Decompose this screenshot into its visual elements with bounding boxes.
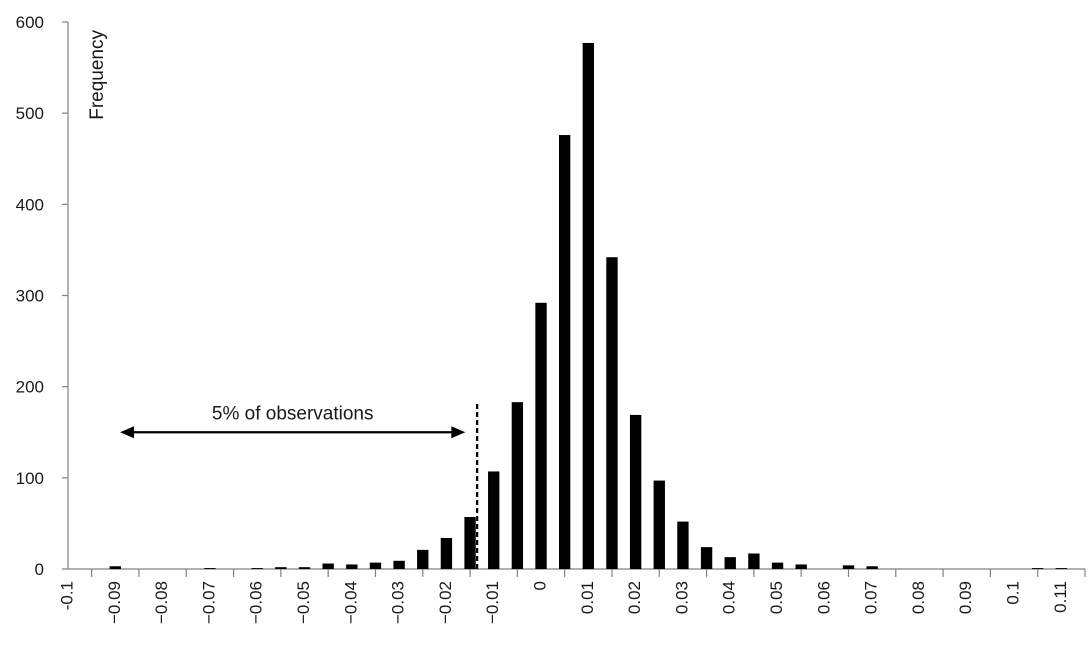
y-tick-label: 400 <box>16 195 44 214</box>
x-tick-label: 0.04 <box>720 581 739 614</box>
histogram-bar <box>629 414 642 569</box>
x-tick-label: −0.05 <box>294 581 313 624</box>
x-tick-label: −0.08 <box>152 581 171 624</box>
histogram-bar <box>677 521 689 569</box>
histogram-bar <box>346 564 358 569</box>
x-tick-label: −0.03 <box>389 581 408 624</box>
histogram-bar <box>748 553 760 569</box>
histogram-bar <box>1032 568 1044 569</box>
y-tick-label: 200 <box>16 378 44 397</box>
histogram-bar <box>700 547 713 569</box>
y-axis: 0 100 200 300 400 500 600 <box>16 13 69 579</box>
histogram-bar <box>275 567 287 569</box>
x-tick-label: 0 <box>531 581 550 590</box>
histogram-bar <box>606 257 618 569</box>
x-tick-label: −0.04 <box>341 581 360 624</box>
histogram-bar <box>511 402 524 569</box>
annotations: Frequency 5% of observations <box>87 30 479 569</box>
x-tick-label: −0.09 <box>105 581 124 624</box>
histogram-bar <box>204 568 216 569</box>
x-tick-label: −0.01 <box>483 581 502 624</box>
x-tick-label: 0.1 <box>1004 581 1023 605</box>
y-tick-label: 300 <box>16 287 44 306</box>
histogram-bar <box>417 549 429 569</box>
histogram-bar <box>251 568 263 569</box>
bars <box>109 42 1068 570</box>
histogram-bar <box>1055 568 1068 569</box>
x-axis: -0.1 −0.09 −0.08 −0.07 −0.06 −0.05 −0.04 −0.03 −… <box>57 568 1086 624</box>
x-tick-label: 0.08 <box>909 581 928 614</box>
histogram-bar <box>795 564 807 569</box>
y-tick-label: 100 <box>16 469 44 488</box>
histogram-bar <box>653 480 665 569</box>
x-tick-label: −0.07 <box>199 581 218 624</box>
x-tick-label: 0.06 <box>814 581 833 614</box>
histogram-bar <box>559 135 571 570</box>
x-tick-label: 0.01 <box>578 581 597 614</box>
histogram-bar <box>488 471 500 569</box>
arrow-head-left <box>120 426 135 439</box>
histogram-bar <box>440 538 453 569</box>
histogram-bar <box>322 563 334 569</box>
y-tick-label: 0 <box>35 560 44 579</box>
x-tick-label: −0.06 <box>247 581 266 624</box>
annotation-label: 5% of observations <box>212 403 374 424</box>
x-tick-label: 0.02 <box>625 581 644 614</box>
x-tick-label: 0.07 <box>862 581 881 614</box>
histogram-bar <box>582 42 594 570</box>
histogram-bar <box>393 560 405 569</box>
arrow-head-right <box>451 426 466 439</box>
histogram-bar <box>298 567 311 569</box>
y-tick-label: 600 <box>16 13 44 32</box>
x-tick-label: 0.03 <box>672 581 691 614</box>
x-tick-label: −0.02 <box>436 581 455 624</box>
y-axis-label: Frequency <box>87 30 108 120</box>
x-tick-label: 0.09 <box>956 581 975 614</box>
histogram-bar <box>724 557 736 569</box>
histogram-bar <box>771 562 784 569</box>
x-tick-label: 0.05 <box>767 581 786 614</box>
histogram-bar <box>369 562 382 569</box>
histogram-bar <box>535 302 547 569</box>
x-tick-label: -0.1 <box>57 581 76 610</box>
x-tick-label: 0.11 <box>1051 581 1070 613</box>
histogram-bar <box>866 566 878 569</box>
histogram-bar <box>109 566 121 569</box>
y-tick-label: 500 <box>16 104 44 123</box>
histogram-bar <box>842 565 855 569</box>
histogram-bar <box>464 517 476 569</box>
